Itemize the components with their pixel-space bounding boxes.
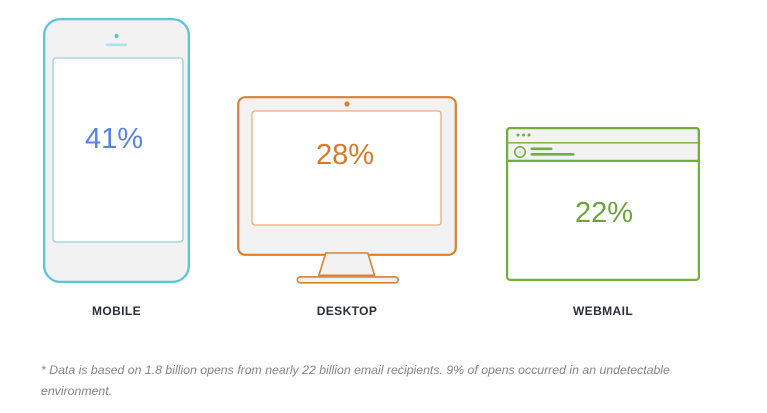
svg-text:28%: 28% <box>316 139 374 171</box>
svg-text:22%: 22% <box>575 197 633 229</box>
svg-text:41%: 41% <box>85 123 143 155</box>
